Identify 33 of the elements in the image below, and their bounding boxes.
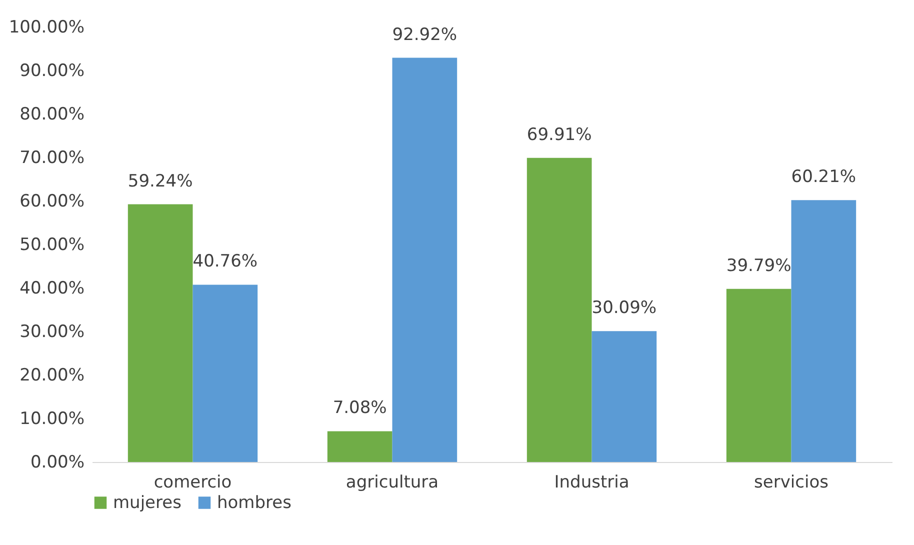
bar [192,284,258,462]
bar [327,431,392,462]
y-tick-label: 0.00% [30,452,84,472]
data-label: 92.92% [392,24,458,45]
y-tick-label: 40.00% [20,278,84,298]
y-tick-label: 30.00% [20,322,84,342]
y-tick-label: 80.00% [20,104,84,124]
legend-label: mujeres [113,492,182,513]
data-label: 7.08% [332,398,387,418]
bar [592,331,657,462]
data-label: 60.21% [791,167,856,188]
data-label: 59.24% [128,171,193,192]
bar [791,200,856,462]
y-tick-label: 10.00% [20,409,84,429]
bar [526,158,592,462]
y-tick-label: 90.00% [20,61,84,81]
y-tick-label: 100.00% [8,18,84,38]
data-label: 30.09% [592,298,657,318]
x-tick-label: agricultura [346,472,439,492]
x-tick-label: comercio [154,472,232,492]
data-label: 69.91% [526,124,592,145]
data-label: 39.79% [726,256,792,276]
legend-label: hombres [217,492,292,513]
x-tick-label: servicios [754,472,829,492]
bar [726,288,792,462]
y-tick-label: 70.00% [20,148,84,168]
y-tick-label: 60.00% [20,192,84,212]
y-tick-label: 50.00% [20,235,84,255]
bar [128,204,193,462]
y-tick-label: 20.00% [20,366,84,386]
x-tick-label: Industria [554,472,630,492]
data-label: 40.76% [192,252,258,272]
bar [392,58,458,462]
